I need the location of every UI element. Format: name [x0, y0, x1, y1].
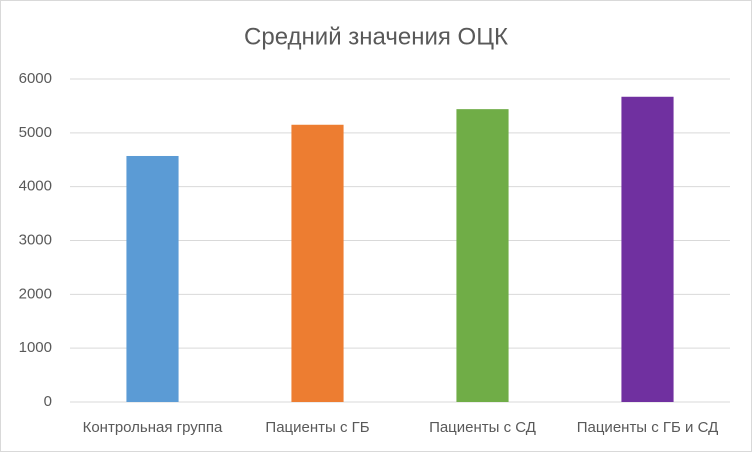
bar — [291, 124, 344, 402]
y-tick-label: 2000 — [19, 285, 52, 302]
bar — [456, 109, 509, 402]
x-tick-label: Контрольная группа — [83, 419, 223, 436]
y-tick-label: 1000 — [19, 339, 52, 356]
y-tick-label: 4000 — [19, 178, 52, 195]
y-tick-label: 5000 — [19, 124, 52, 141]
y-tick-label: 3000 — [19, 231, 52, 248]
x-tick-label: Пациенты с ГБ и СД — [577, 419, 719, 436]
x-tick-label: Пациенты с ГБ — [265, 419, 369, 436]
bar — [126, 155, 179, 402]
y-tick-label: 6000 — [19, 70, 52, 87]
chart-title: Средний значения ОЦК — [244, 23, 508, 50]
bar — [621, 96, 674, 402]
x-tick-label: Пациенты с СД — [429, 419, 536, 436]
y-tick-label: 0 — [44, 393, 52, 410]
